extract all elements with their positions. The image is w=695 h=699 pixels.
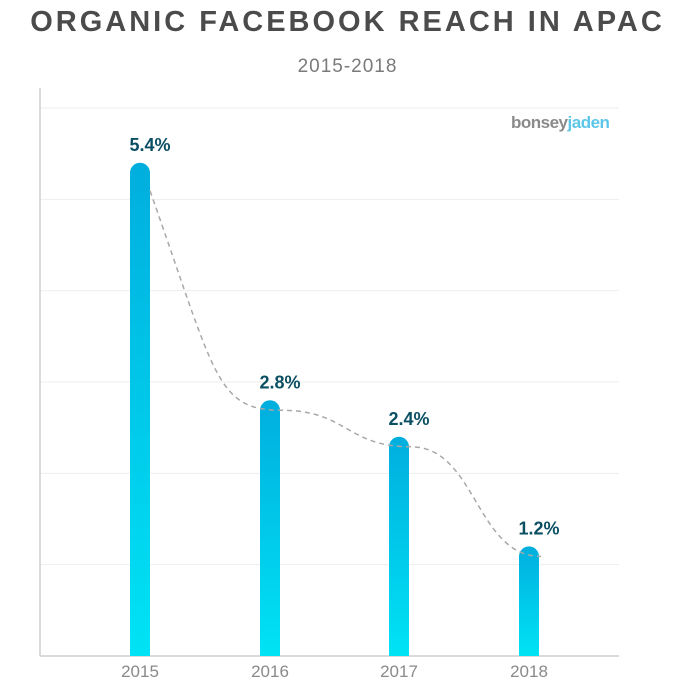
bar-2016	[260, 400, 280, 656]
brand-logo: bonseyjaden	[511, 113, 610, 133]
x-tick-label-2015: 2015	[121, 662, 159, 681]
value-label-2018: 1.2%	[518, 518, 559, 538]
chart-title: ORGANIC FACEBOOK REACH IN APAC	[30, 6, 665, 38]
bar-2015	[130, 162, 150, 657]
x-tick-label-2016: 2016	[251, 662, 289, 681]
brand-logo-part1: bonsey	[511, 113, 568, 132]
value-label-2016: 2.8%	[259, 372, 300, 392]
value-labels: 5.4% 2.8% 2.4% 1.2%	[129, 135, 559, 539]
bar-2018	[519, 546, 539, 656]
x-tick-label-2018: 2018	[510, 662, 548, 681]
trend-line	[149, 190, 542, 558]
value-label-2017: 2.4%	[388, 409, 429, 429]
value-label-2015: 5.4%	[129, 135, 170, 155]
brand-logo-part2: jaden	[567, 113, 610, 132]
bar-2017	[389, 436, 409, 656]
x-tick-labels: 2015 2016 2017 2018	[121, 662, 548, 681]
gridlines	[40, 107, 619, 566]
bars	[130, 162, 539, 657]
chart-subtitle: 2015-2018	[297, 56, 398, 77]
x-tick-label-2017: 2017	[380, 662, 418, 681]
